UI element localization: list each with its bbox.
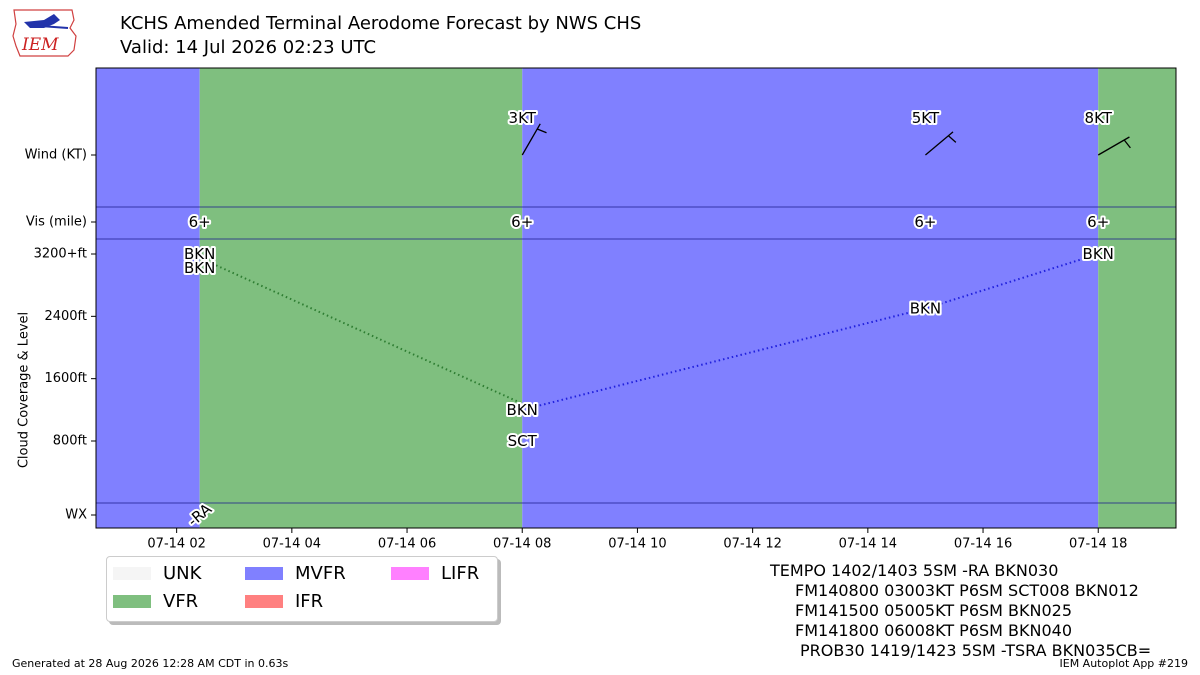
legend-item: LIFR <box>391 562 480 584</box>
vis-label-halo: 6+ <box>189 213 211 231</box>
cloud-label: BKN <box>184 259 215 277</box>
vis-label: 6+ <box>511 213 533 231</box>
taf-line: FM141800 06008KT P6SM BKN040 <box>795 621 1073 640</box>
legend-label: MVFR <box>295 562 346 584</box>
legend-item: IFR <box>245 590 324 612</box>
category-band <box>1098 68 1176 528</box>
y-axis-label: Cloud Coverage & Level <box>17 312 32 468</box>
chart-title: KCHS Amended Terminal Aerodome Forecast … <box>120 13 642 34</box>
x-tick-label: 07-14 06 <box>378 537 436 552</box>
legend-item: VFR <box>113 590 199 612</box>
cloud-label-halo: SCT <box>508 432 538 450</box>
category-band <box>522 68 1099 528</box>
cloud-label-halo: BKN <box>184 259 215 277</box>
iem-logo: IEM <box>12 9 77 57</box>
y-row-label: WX <box>65 508 87 523</box>
vis-label-halo: 6+ <box>914 213 936 231</box>
vis-label: 6+ <box>1087 213 1109 231</box>
wind-label-halo: 3KT <box>509 109 537 127</box>
generated-footer: Generated at 28 Aug 2026 12:28 AM CDT in… <box>12 657 289 670</box>
cloud-label-halo: BKN <box>184 245 215 263</box>
wind-feather <box>536 128 547 134</box>
taf-line: FM140800 03003KT P6SM SCT008 BKN012 <box>795 581 1139 600</box>
taf-line: PROB30 1419/1423 5SM -TSRA BKN035CB= <box>800 641 1152 660</box>
legend-swatch <box>391 566 429 580</box>
cloud-label: BKN <box>1083 245 1114 263</box>
x-tick-label: 07-14 16 <box>954 537 1012 552</box>
legend-swatch <box>113 594 151 608</box>
cloud-label: SCT <box>508 432 538 450</box>
y-tick-label: 2400ft <box>44 309 87 324</box>
legend-swatch <box>113 566 151 580</box>
legend-item: MVFR <box>245 562 346 584</box>
legend-label: LIFR <box>441 562 480 584</box>
vis-label: 6+ <box>189 213 211 231</box>
cloud-label-halo: BKN <box>507 401 538 419</box>
chart-subtitle: Valid: 14 Jul 2026 02:23 UTC <box>120 37 377 58</box>
cloud-label-halo: BKN <box>910 300 941 318</box>
y-row-label: Vis (mile) <box>26 215 87 230</box>
cloud-label: BKN <box>910 300 941 318</box>
x-tick-label: 07-14 02 <box>147 537 205 552</box>
cloud-label-halo: BKN <box>1083 245 1114 263</box>
legend-label: UNK <box>163 562 202 584</box>
wind-feather <box>947 135 957 143</box>
legend-swatch <box>245 566 283 580</box>
vis-label: 6+ <box>914 213 936 231</box>
taf-line: TEMPO 1402/1403 5SM -RA BKN030 <box>770 561 1059 580</box>
wind-label-halo: 8KT <box>1085 109 1113 127</box>
vis-label-halo: 6+ <box>511 213 533 231</box>
y-row-label: Wind (KT) <box>25 148 87 163</box>
x-tick-label: 07-14 14 <box>839 537 897 552</box>
wind-label: 3KT <box>509 109 537 127</box>
app-footer: IEM Autoplot App #219 <box>1059 657 1189 670</box>
legend-swatch <box>245 594 283 608</box>
category-band <box>199 68 523 528</box>
x-tick-label: 07-14 04 <box>263 537 321 552</box>
svg-text:IEM: IEM <box>21 35 59 55</box>
legend-item: UNK <box>113 562 202 584</box>
wind-label: 8KT <box>1085 109 1113 127</box>
wind-feather <box>1123 139 1131 149</box>
wind-label: 5KT <box>912 109 940 127</box>
x-tick-label: 07-14 12 <box>723 537 781 552</box>
plot-frame <box>95 67 1177 529</box>
legend: UNK VFR MVFR IFR LIFR <box>106 556 498 622</box>
wind-label-halo: 5KT <box>912 109 940 127</box>
x-tick-label: 07-14 08 <box>493 537 551 552</box>
legend-label: VFR <box>163 590 199 612</box>
y-tick-label: 3200+ft <box>34 247 87 262</box>
taf-line: FM141500 05005KT P6SM BKN025 <box>795 601 1073 620</box>
cloud-line <box>199 256 523 405</box>
cloud-label: BKN <box>184 245 215 263</box>
category-band <box>96 68 200 528</box>
x-tick-label: 07-14 18 <box>1069 537 1127 552</box>
y-tick-label: 800ft <box>53 434 87 449</box>
x-tick-label: 07-14 10 <box>608 537 666 552</box>
y-tick-label: 1600ft <box>44 371 87 386</box>
legend-label: IFR <box>295 590 324 612</box>
cloud-label: BKN <box>507 401 538 419</box>
cloud-line <box>521 253 1099 411</box>
vis-label-halo: 6+ <box>1087 213 1109 231</box>
